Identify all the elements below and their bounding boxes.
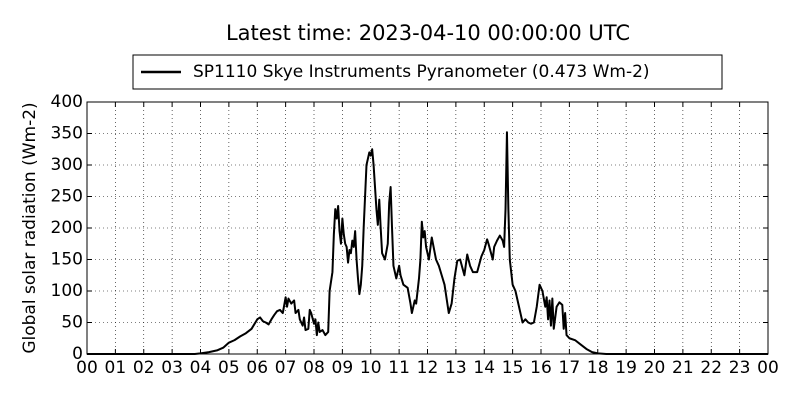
y-tick-label: 0: [72, 344, 83, 364]
y-tick-label: 400: [51, 92, 83, 112]
y-tick-label: 200: [51, 218, 83, 238]
y-axis-label: Global solar radiation (Wm-2): [20, 102, 40, 353]
x-tick-label: 00: [76, 358, 98, 378]
x-tick-label: 22: [700, 358, 722, 378]
x-tick-label: 05: [218, 358, 240, 378]
x-tick-label: 15: [502, 358, 524, 378]
legend-label: SP1110 Skye Instruments Pyranometer (0.4…: [193, 62, 650, 82]
y-tick-label: 250: [51, 187, 83, 207]
chart-title: Latest time: 2023-04-10 00:00:00 UTC: [226, 21, 630, 45]
x-tick-label: 08: [303, 358, 325, 378]
y-tick-label: 300: [51, 155, 83, 175]
x-tick-label: 14: [473, 358, 495, 378]
x-tick-label: 00: [757, 358, 779, 378]
x-tick-label: 23: [729, 358, 751, 378]
x-tick-label: 04: [190, 358, 212, 378]
x-tick-label: 02: [133, 358, 155, 378]
data-line: [87, 131, 768, 355]
x-tick-label: 20: [644, 358, 666, 378]
x-tick-label: 03: [161, 358, 183, 378]
x-tick-label: 18: [587, 358, 609, 378]
x-tick-label: 01: [105, 358, 127, 378]
y-tick-label: 100: [51, 281, 83, 301]
y-tick-label: 350: [51, 124, 83, 144]
x-tick-label: 16: [530, 358, 552, 378]
x-tick-label: 13: [445, 358, 467, 378]
plot-frame: [86, 101, 769, 355]
x-tick-label: 06: [246, 358, 268, 378]
x-tick-label: 19: [615, 358, 637, 378]
x-tick-label: 12: [417, 358, 439, 378]
x-tick-label: 07: [275, 358, 297, 378]
legend-box: [132, 54, 723, 90]
x-tick-label: 10: [360, 358, 382, 378]
x-tick-label: 09: [332, 358, 354, 378]
x-tick-label: 11: [388, 358, 410, 378]
x-tick-label: 21: [672, 358, 694, 378]
x-tick-label: 17: [559, 358, 581, 378]
y-tick-label: 150: [51, 250, 83, 270]
y-tick-label: 50: [61, 313, 83, 333]
